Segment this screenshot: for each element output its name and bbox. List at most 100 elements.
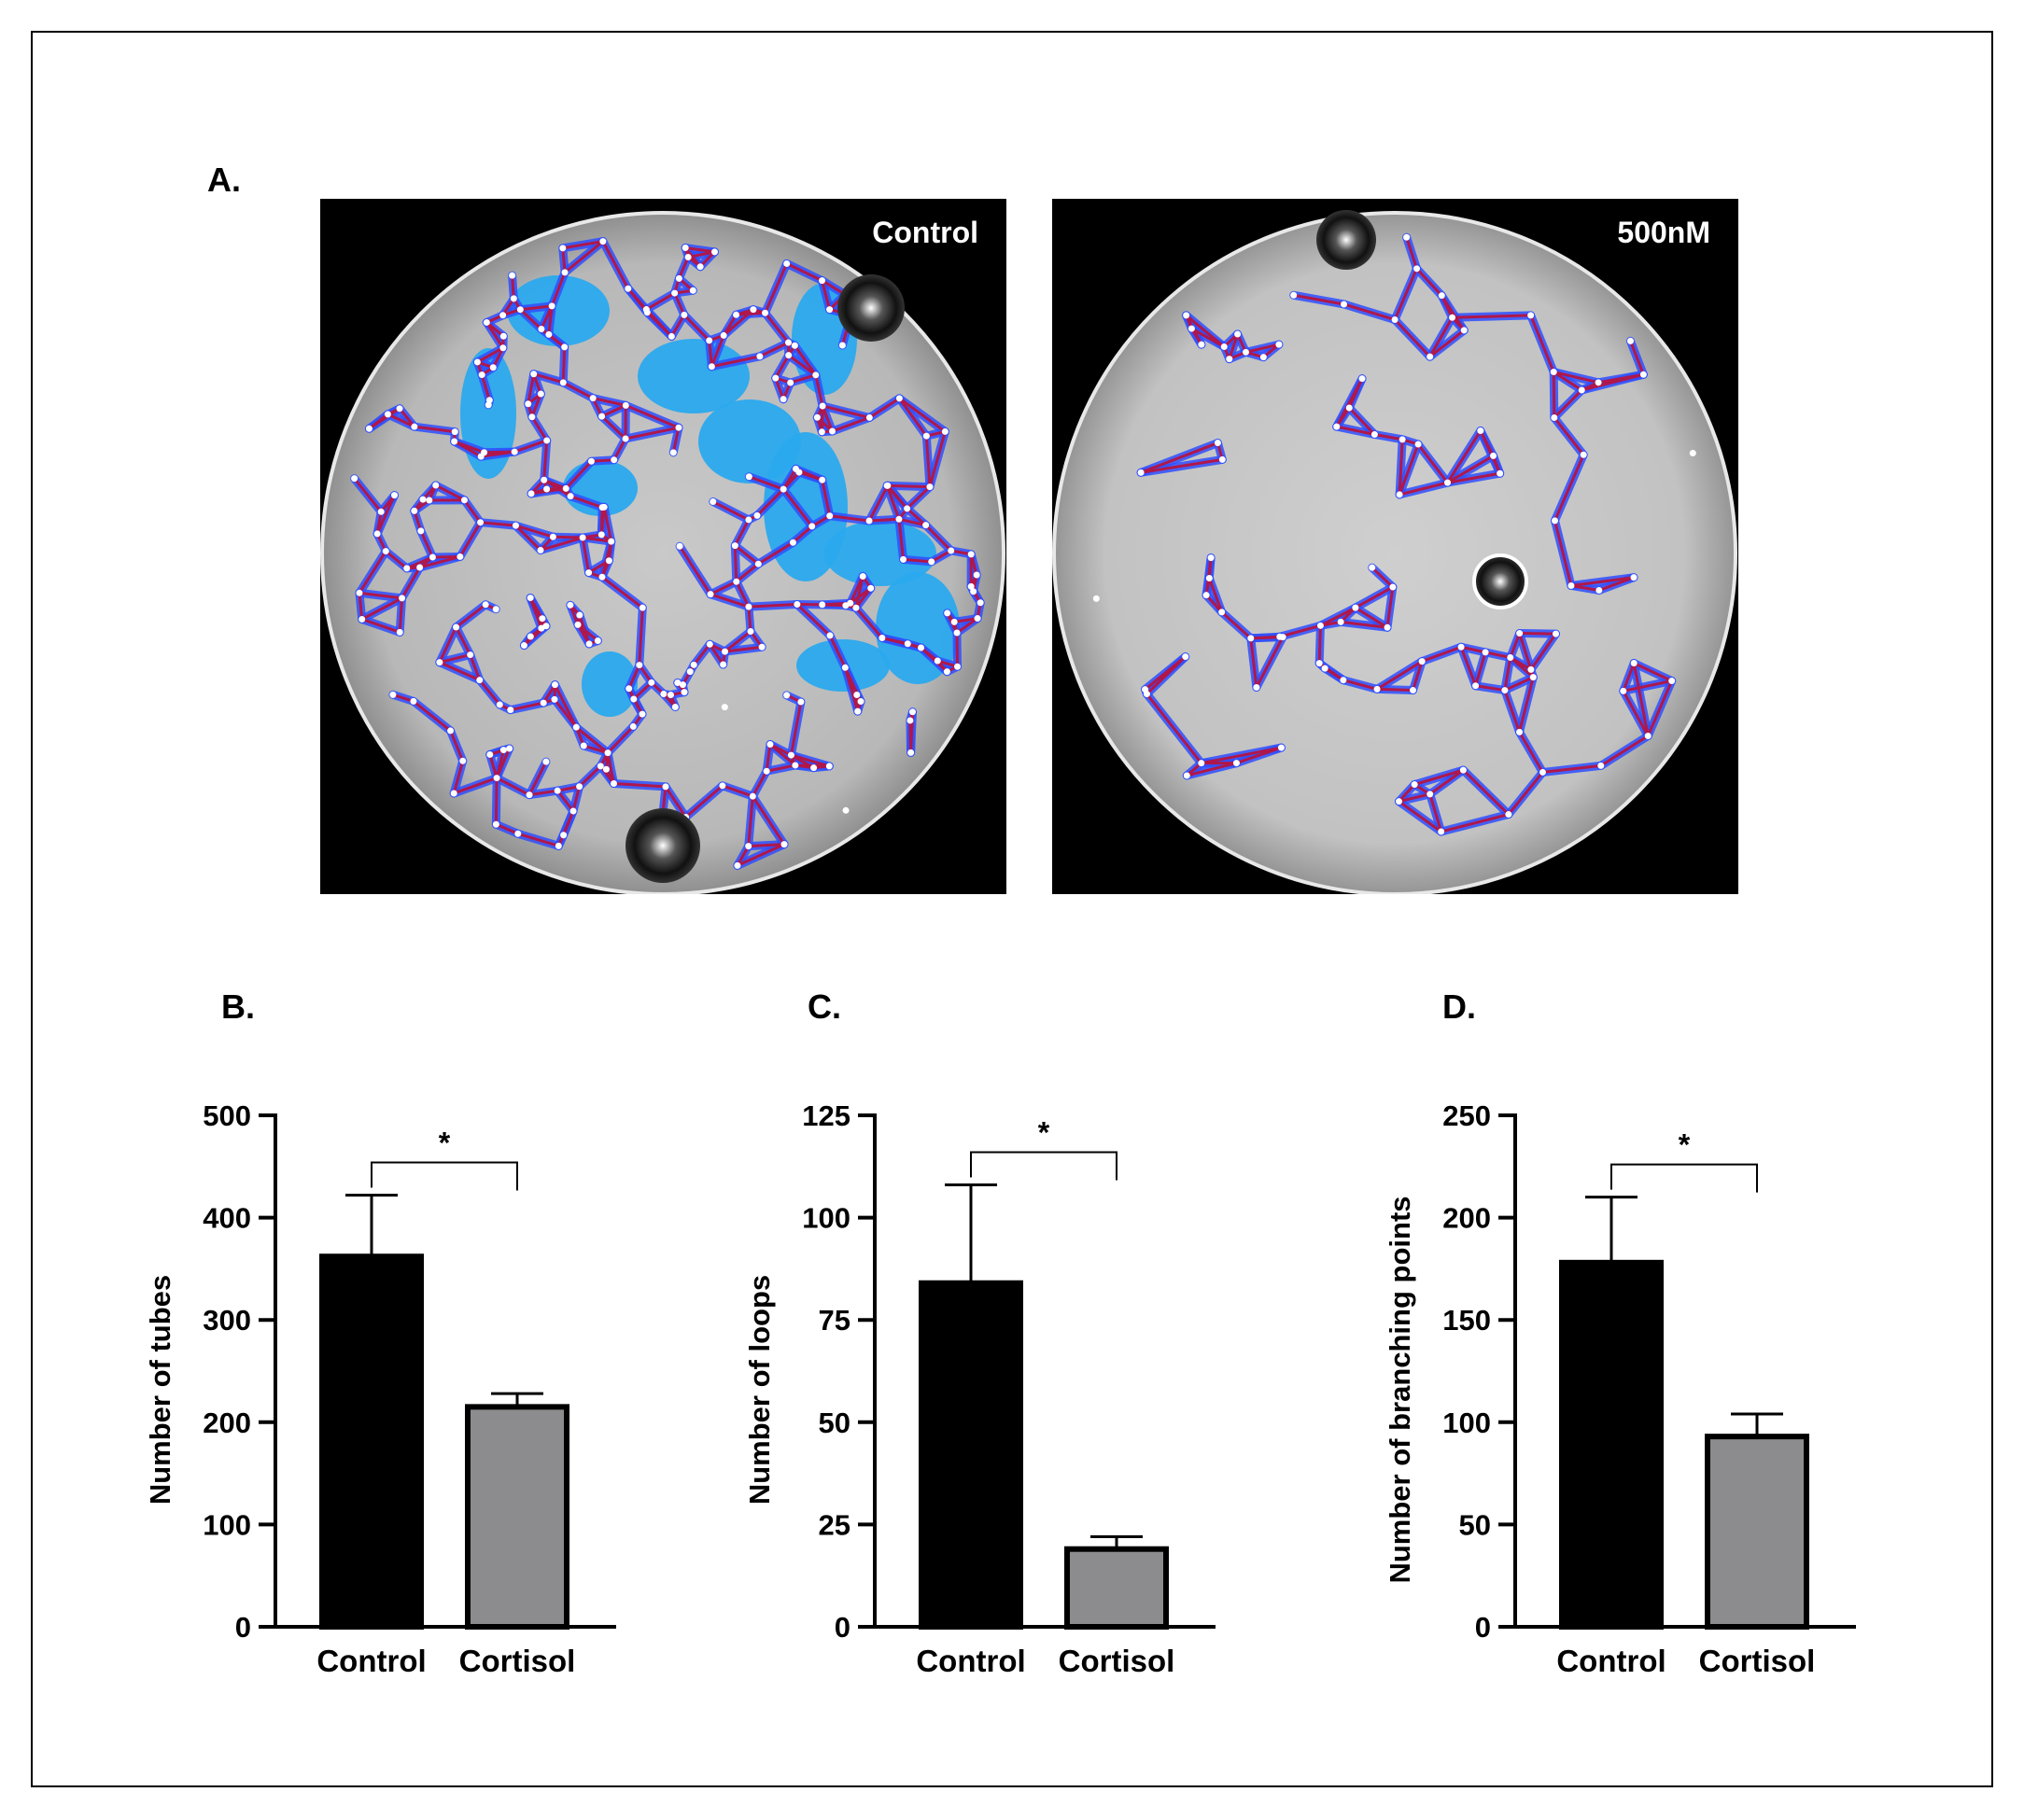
branch-point [611, 779, 618, 787]
bar-cortisol [1705, 1434, 1809, 1631]
y-tick-label: 200 [203, 1407, 251, 1439]
branch-point [562, 484, 569, 492]
branch-point [1232, 760, 1240, 767]
branch-point [493, 775, 500, 782]
branch-point [758, 643, 766, 651]
branch-point [784, 339, 792, 346]
branch-point [1497, 469, 1504, 477]
branch-point [753, 511, 761, 519]
figure-frame [31, 31, 1993, 1787]
branch-point [1188, 325, 1195, 332]
branch-point [812, 371, 820, 379]
branch-point [403, 565, 411, 572]
x-tick-label: Control [1556, 1644, 1666, 1678]
branch-point [1226, 356, 1233, 363]
branch-point [436, 659, 443, 666]
branch-point [356, 589, 363, 596]
branch-point [396, 628, 403, 636]
y-tick-label: 100 [203, 1508, 251, 1541]
branch-point [1595, 586, 1603, 594]
branch-point [908, 708, 916, 716]
branch-point [1345, 404, 1353, 412]
branch-point [922, 432, 930, 440]
branch-point [611, 456, 618, 464]
branch-point [1595, 379, 1602, 386]
micrograph-500nm-image [1052, 210, 1737, 894]
branch-point [598, 413, 606, 420]
branch-point [819, 601, 826, 609]
branch-point [1183, 772, 1190, 779]
branch-point [853, 692, 861, 699]
branch-point [576, 611, 583, 619]
branch-point [943, 668, 950, 676]
branch-point [706, 337, 713, 344]
branch-point [1620, 687, 1627, 694]
branch-point [721, 648, 728, 655]
branch-point [569, 807, 577, 815]
branch-point [731, 542, 738, 550]
branch-point [1290, 291, 1298, 299]
branch-point [1198, 341, 1205, 348]
branch-point [745, 603, 752, 610]
branch-point [625, 285, 632, 292]
bubble-artifact [1472, 553, 1528, 609]
branch-point [384, 411, 391, 418]
branch-point [1279, 634, 1286, 641]
branch-point [483, 318, 490, 326]
branch-point [918, 644, 925, 651]
branch-point [679, 681, 686, 689]
branch-point [1413, 265, 1421, 273]
branch-point [489, 364, 497, 371]
branch-point [865, 517, 873, 525]
branch-point [459, 757, 467, 764]
branch-point [537, 390, 544, 398]
y-tick-label: 0 [1475, 1611, 1491, 1644]
branch-point [789, 539, 796, 546]
branch-point [559, 379, 567, 386]
branch-point [1315, 660, 1323, 667]
branch-point [1490, 452, 1497, 459]
branch-point [1457, 643, 1465, 651]
branch-point [780, 485, 787, 493]
branch-point [1341, 301, 1348, 308]
branch-point [859, 573, 866, 581]
branch-point [1182, 653, 1189, 661]
bubble-artifact [837, 274, 905, 342]
branch-point [1395, 798, 1402, 805]
branch-point [841, 664, 849, 671]
branch-point [629, 722, 637, 730]
branch-point [1183, 312, 1190, 319]
cell-cluster [876, 572, 960, 684]
branch-point [542, 758, 550, 765]
branch-point [396, 405, 403, 413]
branch-point [499, 312, 507, 319]
branch-point [567, 601, 574, 609]
branch-point [708, 363, 715, 371]
branch-point [826, 306, 834, 314]
branch-point [1580, 451, 1587, 458]
branch-point [499, 344, 507, 352]
branch-point [543, 485, 551, 493]
branch-point [948, 547, 955, 554]
branch-point [1220, 343, 1228, 351]
branch-point [589, 395, 597, 402]
branch-point [481, 449, 488, 456]
branch-point [1527, 665, 1535, 673]
branch-point [681, 311, 688, 318]
branch-point [377, 508, 385, 515]
branch-point [794, 601, 801, 609]
branch-point [450, 790, 457, 797]
branch-point [1529, 674, 1537, 681]
branch-point [555, 842, 562, 849]
branch-point [829, 427, 836, 435]
branch-point [675, 274, 682, 282]
branch-point [719, 782, 726, 790]
branch-point [528, 413, 536, 421]
branch-point [1391, 316, 1399, 324]
x-tick-label: Cortisol [459, 1644, 576, 1678]
branch-point [365, 425, 372, 432]
y-tick-label: 250 [1442, 1099, 1491, 1132]
branch-point [602, 765, 610, 773]
panel-label-a: A. [207, 161, 241, 199]
branch-point [689, 287, 696, 294]
